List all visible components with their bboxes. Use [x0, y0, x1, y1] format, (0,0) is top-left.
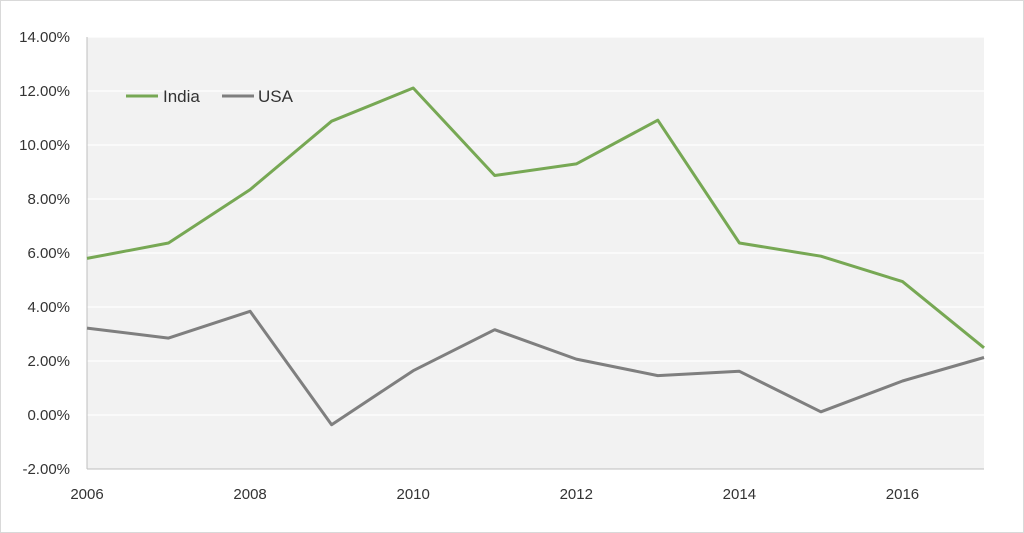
gridlines — [87, 36, 984, 416]
x-tick-label: 2008 — [233, 486, 266, 503]
series-line-usa — [86, 309, 985, 427]
legend: India USA — [126, 87, 294, 106]
y-tick-label: 4.00% — [27, 299, 70, 316]
series-lines — [86, 86, 985, 427]
series-line-india — [86, 86, 985, 349]
y-tick-label: 8.00% — [27, 191, 70, 208]
y-tick-label: 14.00% — [19, 29, 70, 46]
y-tick-label: 2.00% — [27, 353, 70, 370]
y-tick-label: 0.00% — [27, 407, 70, 424]
x-tick-label: 2012 — [560, 486, 593, 503]
x-tick-label: 2006 — [70, 486, 103, 503]
y-tick-label: -2.00% — [22, 461, 70, 478]
axes — [86, 37, 984, 470]
y-axis-ticks: -2.00% 0.00% 2.00% 4.00% 6.00% 8.00% 10.00% 12.… — [19, 29, 70, 478]
y-tick-label: 6.00% — [27, 245, 70, 262]
x-tick-label: 2014 — [723, 486, 756, 503]
y-tick-label: 10.00% — [19, 137, 70, 154]
legend-label-india: India — [163, 87, 200, 106]
y-tick-label: 12.00% — [19, 83, 70, 100]
x-axis-ticks: 2006 2008 2010 2012 2014 2016 — [70, 486, 919, 503]
x-tick-label: 2016 — [886, 486, 919, 503]
legend-label-usa: USA — [258, 87, 294, 106]
x-tick-label: 2010 — [396, 486, 429, 503]
